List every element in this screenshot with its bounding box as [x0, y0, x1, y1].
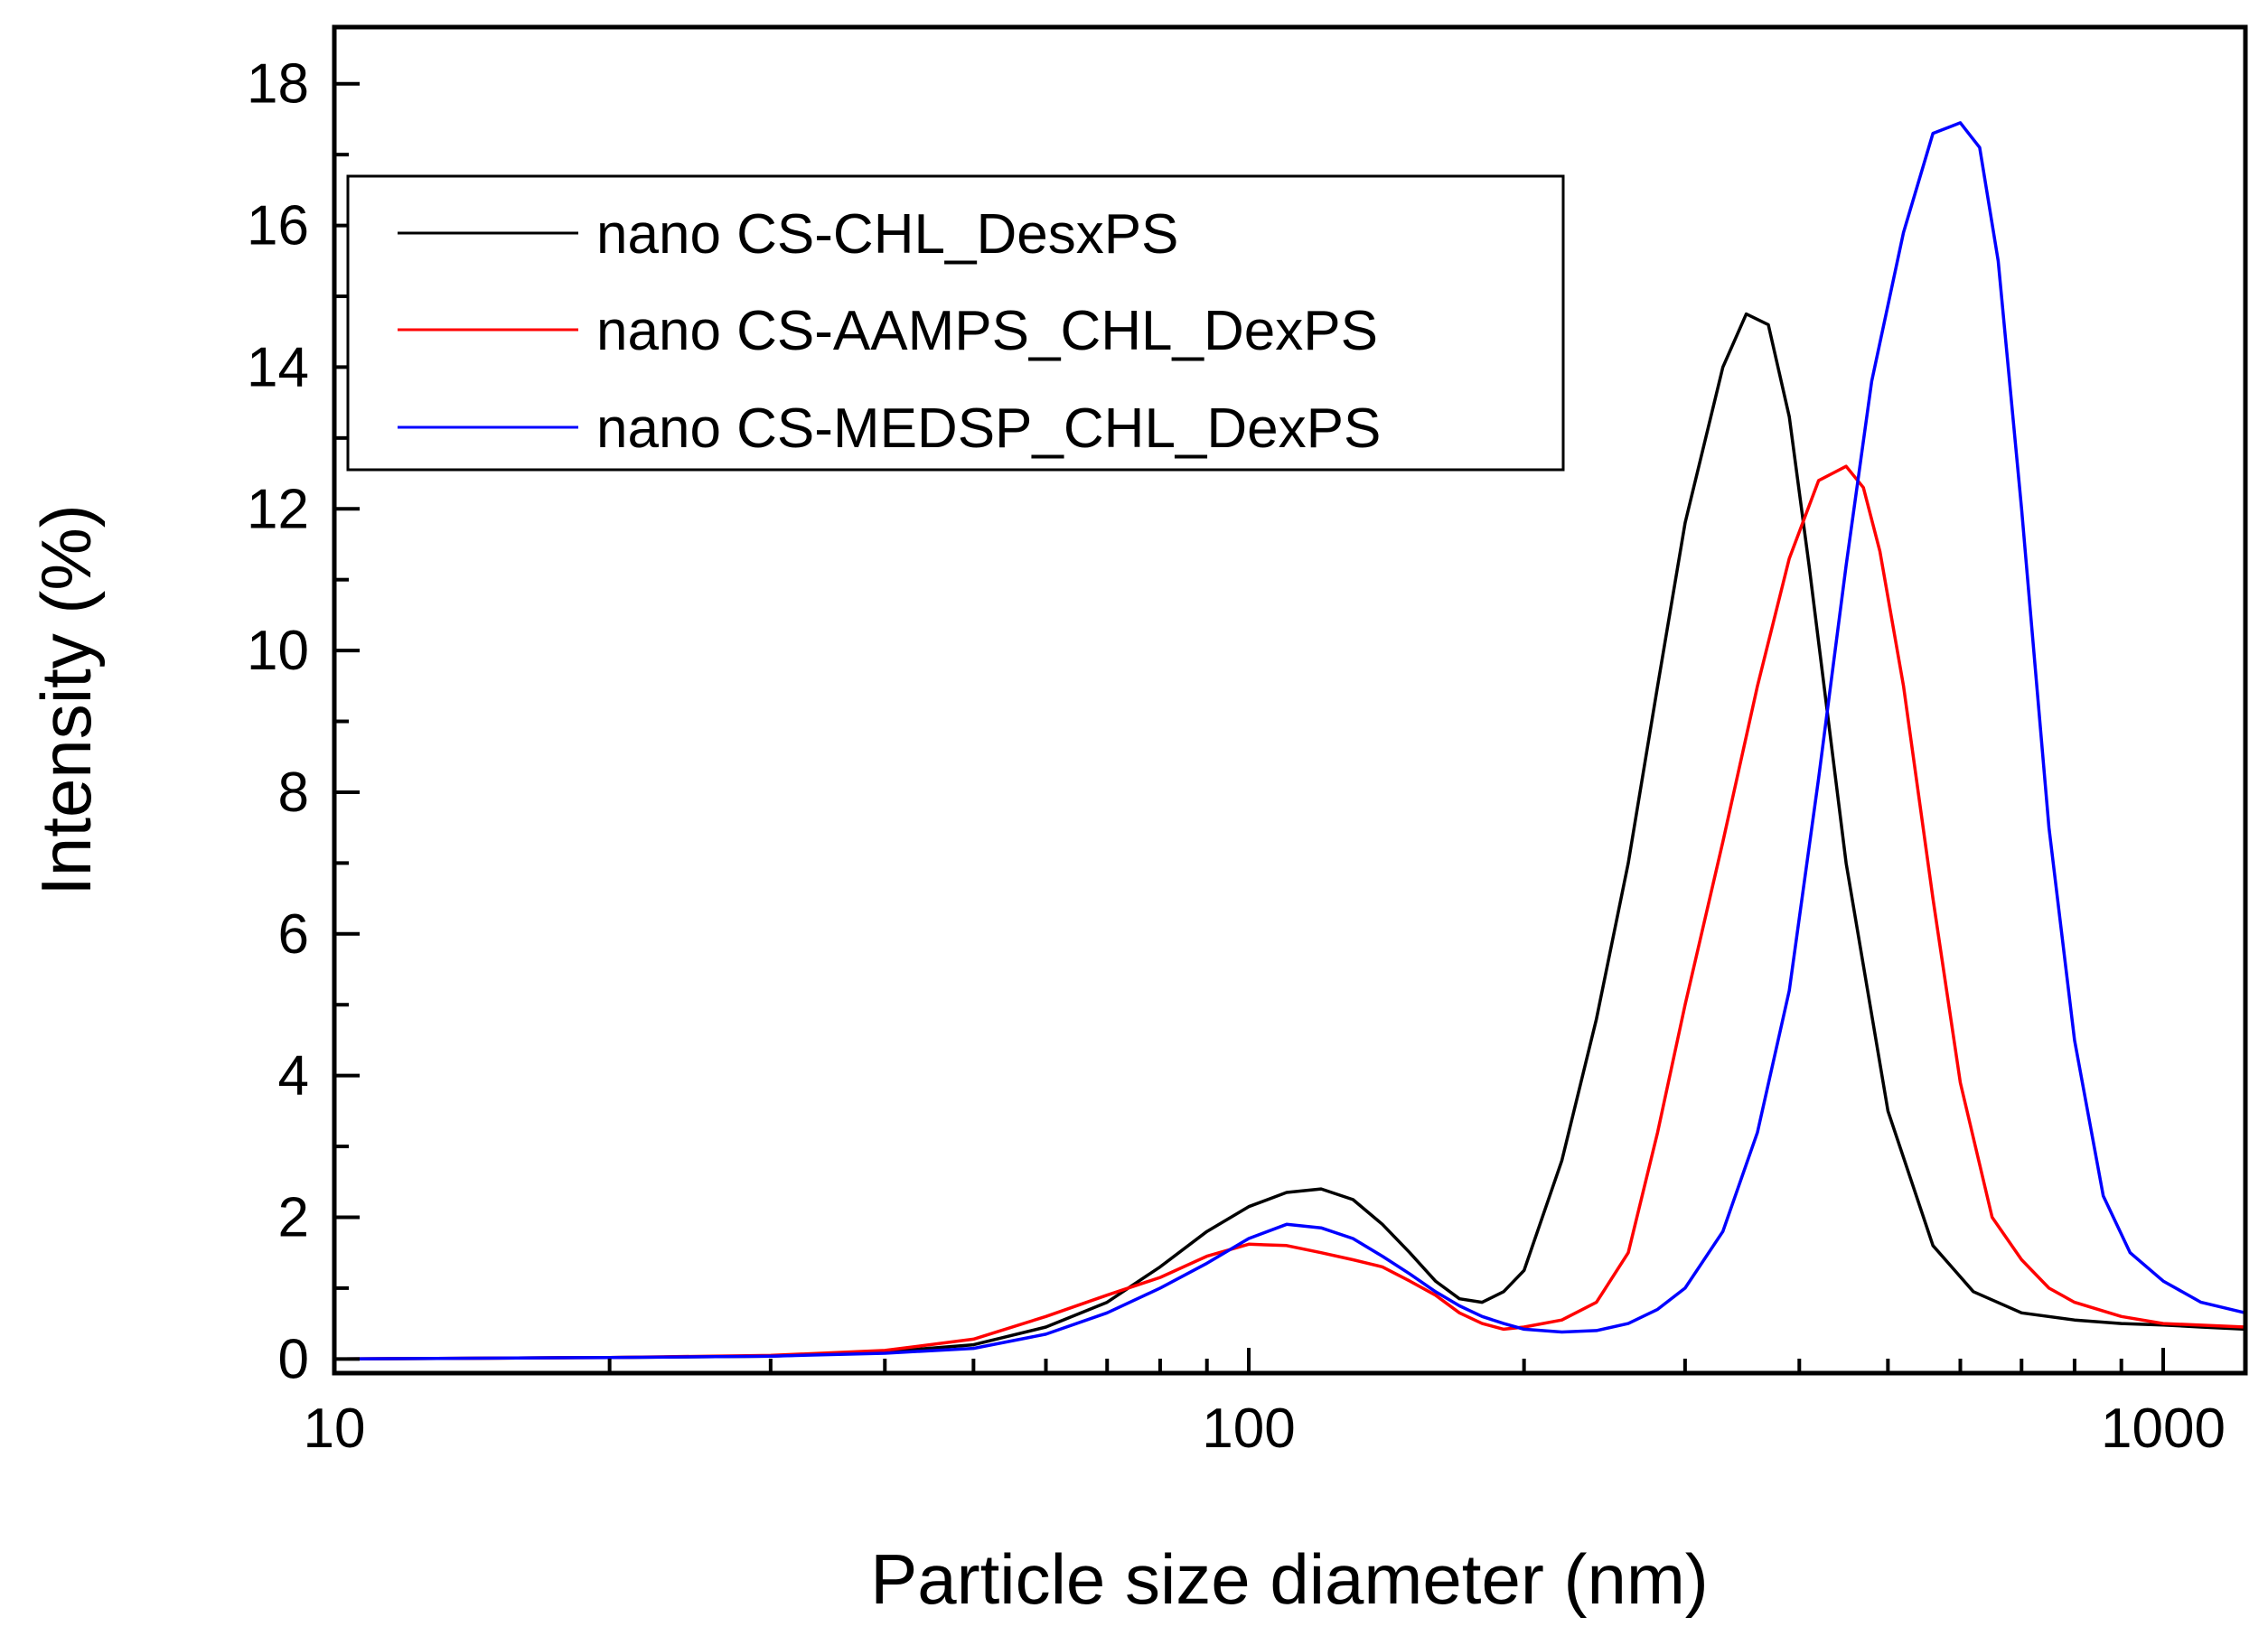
- y-tick-label: 10: [247, 620, 309, 682]
- y-tick-label: 8: [278, 762, 309, 824]
- y-tick-label: 12: [247, 478, 309, 540]
- legend-label-series-3: nano CS-MEDSP_CHL_DexPS: [596, 397, 1381, 460]
- y-tick-label: 4: [278, 1045, 309, 1108]
- series-line-2: [333, 464, 2246, 1361]
- plot-frame: [332, 24, 2248, 1376]
- legend-label-series-2: nano CS-AAMPS_CHL_DexPS: [596, 300, 1378, 362]
- series-line-3: [333, 121, 2246, 1361]
- x-tick-label: 10: [304, 1398, 366, 1460]
- x-axis-title: Particle size diameter (nm): [870, 1539, 1709, 1619]
- legend-label-series-1: nano CS-CHL_DesxPS: [596, 203, 1178, 266]
- y-tick-label: 6: [278, 903, 309, 966]
- x-tick-label: 1000: [2101, 1398, 2226, 1460]
- y-tick-label: 18: [247, 53, 309, 116]
- y-tick-label: 0: [278, 1328, 309, 1390]
- axis-layer: 0 2 4 6 8 10 12 14 16 18 10 100 1000: [247, 53, 2226, 1460]
- series-layer: [333, 121, 2246, 1361]
- legend: nano CS-CHL_DesxPS nano CS-AAMPS_CHL_Dex…: [346, 174, 1565, 472]
- series-line-1: [333, 312, 2246, 1361]
- legend-box: [346, 174, 1565, 472]
- y-axis-title: Intensity (%): [26, 504, 106, 895]
- y-tick-label: 14: [247, 336, 309, 398]
- x-tick-label: 100: [1202, 1398, 1295, 1460]
- y-tick-label: 16: [247, 195, 309, 257]
- y-tick-label: 2: [278, 1186, 309, 1248]
